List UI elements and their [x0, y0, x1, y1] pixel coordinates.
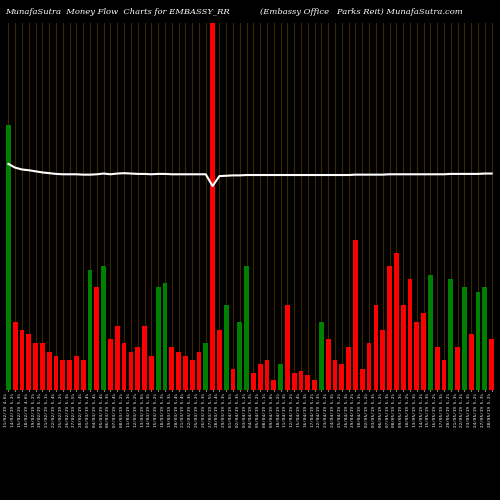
Bar: [33, 343, 38, 390]
Bar: [442, 360, 446, 390]
Text: (Embassy Office   Parks Reit) MunafaSutra.com: (Embassy Office Parks Reit) MunafaSutra.…: [260, 8, 463, 16]
Bar: [251, 373, 256, 390]
Bar: [244, 266, 249, 390]
Bar: [312, 380, 317, 390]
Bar: [136, 348, 140, 390]
Bar: [306, 374, 310, 390]
Bar: [264, 360, 270, 390]
Bar: [6, 125, 11, 390]
Bar: [448, 279, 453, 390]
Bar: [298, 371, 304, 390]
Bar: [13, 322, 18, 390]
Bar: [142, 326, 147, 390]
Bar: [217, 330, 222, 390]
Bar: [183, 356, 188, 390]
Bar: [108, 338, 113, 390]
Bar: [400, 304, 406, 390]
Bar: [394, 254, 398, 390]
Bar: [204, 343, 208, 390]
Bar: [156, 288, 160, 390]
Bar: [128, 352, 134, 390]
Bar: [408, 279, 412, 390]
Bar: [210, 22, 216, 390]
Bar: [230, 368, 235, 390]
Bar: [353, 240, 358, 390]
Bar: [196, 352, 202, 390]
Bar: [170, 348, 174, 390]
Bar: [26, 334, 31, 390]
Bar: [326, 338, 330, 390]
Bar: [489, 338, 494, 390]
Bar: [278, 364, 283, 390]
Bar: [60, 360, 65, 390]
Bar: [68, 360, 72, 390]
Bar: [74, 356, 79, 390]
Bar: [81, 360, 86, 390]
Bar: [122, 343, 126, 390]
Bar: [469, 334, 474, 390]
Bar: [366, 343, 372, 390]
Bar: [115, 326, 119, 390]
Bar: [421, 313, 426, 390]
Bar: [238, 322, 242, 390]
Bar: [414, 322, 419, 390]
Bar: [462, 288, 467, 390]
Text: MunafaSutra  Money Flow  Charts for EMBASSY_RR: MunafaSutra Money Flow Charts for EMBASS…: [5, 8, 230, 16]
Bar: [319, 322, 324, 390]
Bar: [387, 266, 392, 390]
Bar: [332, 360, 338, 390]
Bar: [476, 292, 480, 390]
Bar: [340, 364, 344, 390]
Bar: [258, 364, 262, 390]
Bar: [149, 356, 154, 390]
Bar: [47, 352, 52, 390]
Bar: [380, 330, 385, 390]
Bar: [162, 283, 168, 390]
Bar: [190, 360, 194, 390]
Bar: [20, 330, 24, 390]
Bar: [482, 288, 487, 390]
Bar: [272, 380, 276, 390]
Bar: [346, 348, 351, 390]
Bar: [224, 304, 228, 390]
Bar: [94, 288, 100, 390]
Bar: [285, 304, 290, 390]
Bar: [40, 343, 45, 390]
Bar: [455, 348, 460, 390]
Bar: [428, 274, 432, 390]
Bar: [360, 368, 364, 390]
Bar: [374, 304, 378, 390]
Bar: [176, 352, 181, 390]
Bar: [435, 348, 440, 390]
Bar: [292, 373, 296, 390]
Bar: [88, 270, 92, 390]
Bar: [102, 266, 106, 390]
Bar: [54, 356, 59, 390]
